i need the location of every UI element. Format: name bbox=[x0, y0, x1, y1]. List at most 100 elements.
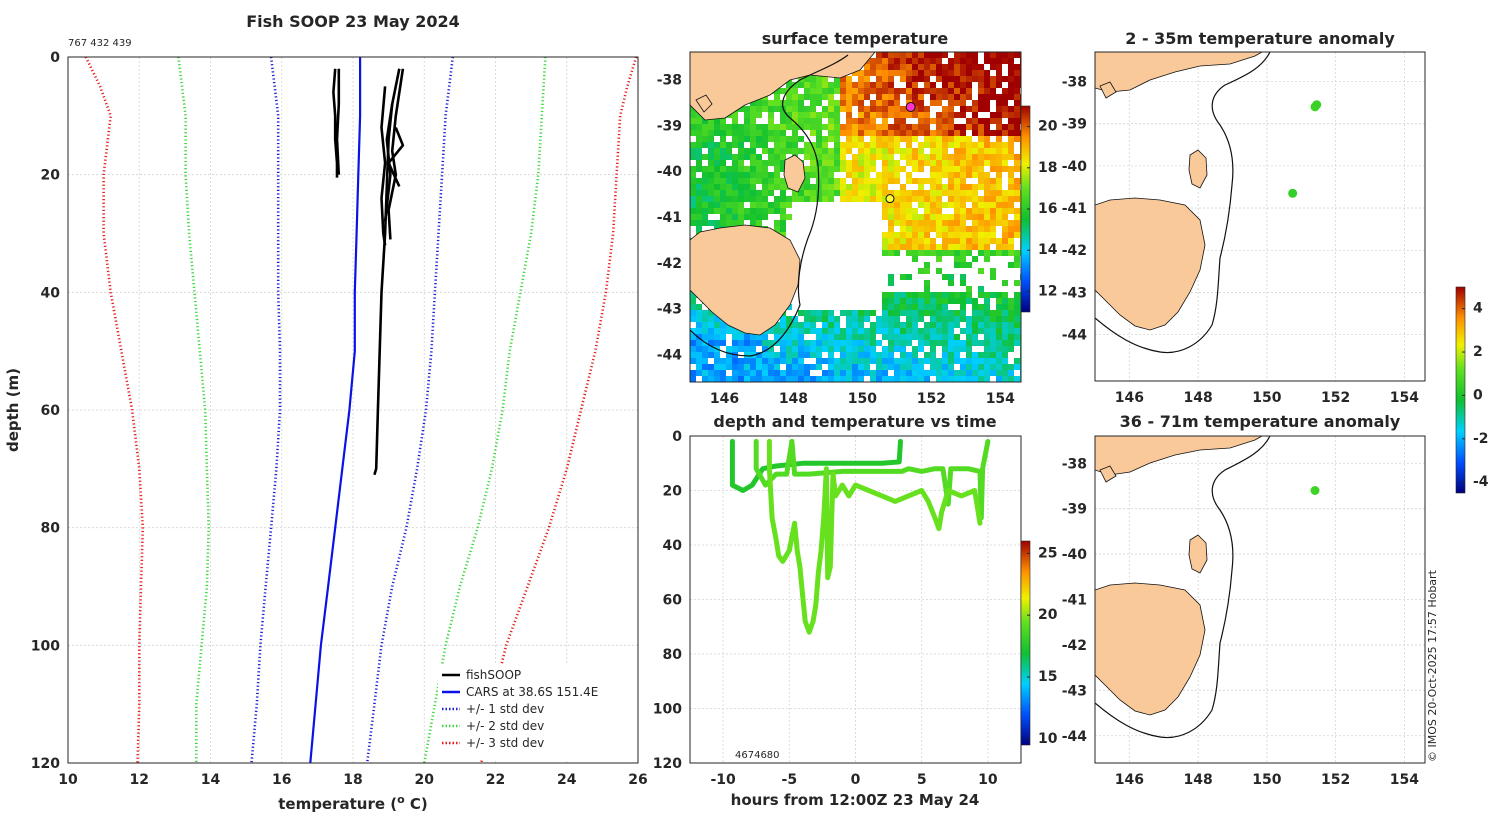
sst-pixel bbox=[972, 232, 978, 238]
sst-pixel bbox=[894, 250, 900, 256]
sst-pixel bbox=[942, 94, 948, 100]
sst-pixel bbox=[990, 202, 996, 208]
sst-pixel bbox=[876, 376, 882, 382]
sst-pixel bbox=[960, 124, 966, 130]
sst-pixel bbox=[990, 94, 996, 100]
sst-pixel bbox=[738, 142, 744, 148]
map-ytick-label: -40 bbox=[1062, 547, 1088, 563]
sst-pixel bbox=[858, 310, 864, 316]
sst-pixel bbox=[960, 262, 966, 268]
sst-pixel bbox=[918, 358, 924, 364]
sst-pixel bbox=[990, 130, 996, 136]
sst-pixel bbox=[984, 130, 990, 136]
sst-pixel bbox=[912, 226, 918, 232]
sst-pixel bbox=[972, 220, 978, 226]
sst-pixel bbox=[936, 316, 942, 322]
timeseries-ytick-label: 80 bbox=[663, 647, 683, 663]
sst-pixel bbox=[810, 142, 816, 148]
sst-pixel bbox=[846, 358, 852, 364]
sst-pixel bbox=[900, 136, 906, 142]
sst-pixel bbox=[768, 112, 774, 118]
sst-pixel bbox=[984, 124, 990, 130]
sst-pixel bbox=[870, 190, 876, 196]
anomaly1-title: 2 - 35m temperature anomaly bbox=[1125, 29, 1395, 48]
sst-pixel bbox=[810, 328, 816, 334]
sst-pixel bbox=[912, 238, 918, 244]
sst-pixel bbox=[930, 196, 936, 202]
sst-pixel bbox=[720, 130, 726, 136]
sst-pixel bbox=[708, 124, 714, 130]
sst-pixel bbox=[918, 124, 924, 130]
sst-pixel bbox=[786, 118, 792, 124]
sst-pixel bbox=[930, 136, 936, 142]
sst-pixel bbox=[744, 112, 750, 118]
sst-pixel bbox=[810, 190, 816, 196]
sst-pixel bbox=[774, 172, 780, 178]
sst-pixel bbox=[864, 94, 870, 100]
sst-pixel bbox=[954, 208, 960, 214]
sst-pixel bbox=[1014, 256, 1020, 262]
sst-pixel bbox=[828, 106, 834, 112]
sst-pixel bbox=[888, 220, 894, 226]
sst-pixel bbox=[918, 190, 924, 196]
sst-pixel bbox=[906, 328, 912, 334]
sst-pixel bbox=[900, 184, 906, 190]
sst-pixel bbox=[1002, 190, 1008, 196]
sst-pixel bbox=[846, 82, 852, 88]
sst-pixel bbox=[918, 130, 924, 136]
colorbar-tick-label: 18 bbox=[1038, 160, 1057, 176]
profile-xtick-label: 20 bbox=[415, 772, 435, 788]
sst-pixel bbox=[714, 208, 720, 214]
sst-pixel bbox=[1008, 136, 1014, 142]
profile-line--1-std bbox=[250, 57, 282, 763]
sst-pixel bbox=[984, 190, 990, 196]
sst-pixel bbox=[696, 226, 702, 232]
sst-pixel bbox=[948, 298, 954, 304]
sst-pixel bbox=[768, 376, 774, 382]
sst-pixel bbox=[792, 364, 798, 370]
sst-pixel bbox=[996, 340, 1002, 346]
profile-line-cars bbox=[309, 57, 362, 763]
sst-pixel bbox=[720, 190, 726, 196]
sst-pixel bbox=[894, 316, 900, 322]
sst-pixel bbox=[912, 376, 918, 382]
sst-pixel bbox=[912, 112, 918, 118]
sst-pixel bbox=[936, 376, 942, 382]
sst-pixel bbox=[702, 376, 708, 382]
sst-pixel bbox=[816, 190, 822, 196]
sst-pixel bbox=[966, 352, 972, 358]
sst-pixel bbox=[888, 352, 894, 358]
anomaly2-land bbox=[1095, 436, 1271, 739]
sst-pixel bbox=[918, 304, 924, 310]
sst-pixel bbox=[936, 112, 942, 118]
sst-pixel bbox=[828, 322, 834, 328]
sst-pixel bbox=[810, 364, 816, 370]
fishsoop-cast-0 bbox=[332, 68, 339, 178]
anomaly1-land bbox=[1095, 52, 1271, 354]
sst-pixel bbox=[990, 352, 996, 358]
sst-pixel bbox=[1008, 70, 1014, 76]
sst-pixel bbox=[690, 172, 696, 178]
sst-pixel bbox=[912, 124, 918, 130]
sst-pixel bbox=[768, 172, 774, 178]
sst-pixel bbox=[966, 82, 972, 88]
sst-pixel bbox=[948, 118, 954, 124]
sst-pixel bbox=[696, 220, 702, 226]
sst-pixel bbox=[888, 70, 894, 76]
sst-pixel bbox=[690, 316, 696, 322]
sst-pixel bbox=[918, 154, 924, 160]
sst-pixel bbox=[906, 88, 912, 94]
sst-pixel bbox=[978, 70, 984, 76]
sst-pixel bbox=[774, 94, 780, 100]
sst-pixel bbox=[930, 316, 936, 322]
sst-pixel bbox=[918, 226, 924, 232]
sst-pixel bbox=[858, 160, 864, 166]
sst-pixel bbox=[966, 232, 972, 238]
map-ytick-label: -44 bbox=[1062, 729, 1088, 745]
sst-pixel bbox=[834, 316, 840, 322]
sst-pixel bbox=[900, 370, 906, 376]
sst-pixel bbox=[882, 346, 888, 352]
sst-pixel bbox=[1002, 316, 1008, 322]
sst-pixel bbox=[750, 118, 756, 124]
